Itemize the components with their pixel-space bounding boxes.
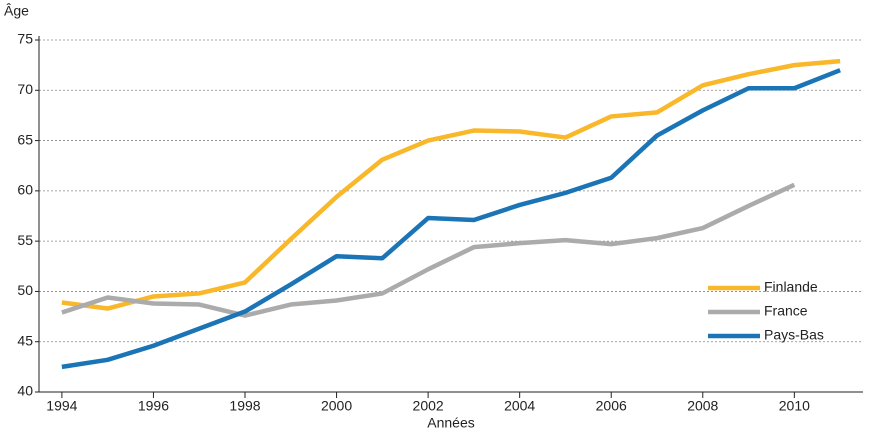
x-tick-label: 2008: [687, 398, 718, 414]
legend-label: Pays-Bas: [764, 327, 824, 343]
x-tick-label: 2006: [596, 398, 627, 414]
y-tick-label: 75: [17, 31, 33, 47]
x-tick-label: 2002: [413, 398, 444, 414]
y-tick-label: 65: [17, 131, 33, 147]
x-axis-label: Années: [427, 415, 474, 431]
legend-label: France: [764, 303, 808, 319]
y-tick-label: 55: [17, 232, 33, 248]
y-tick-label: 70: [17, 81, 33, 97]
series-line: [61, 58, 841, 311]
y-axis-label: Âge: [4, 3, 29, 19]
y-tick-label: 50: [17, 282, 33, 298]
y-tick-label: 60: [17, 182, 33, 198]
x-tick-label: 1996: [138, 398, 169, 414]
x-tick-label: 2004: [504, 398, 535, 414]
x-tick-label: 2000: [321, 398, 352, 414]
series-line: [61, 68, 841, 370]
y-tick-label: 45: [17, 332, 33, 348]
y-tick-label: 40: [17, 383, 33, 399]
series-line: [61, 182, 796, 318]
x-tick-label: 1998: [229, 398, 260, 414]
legend-label: Finlande: [764, 279, 818, 295]
x-tick-label: 2010: [779, 398, 810, 414]
x-tick-label: 1994: [46, 398, 77, 414]
